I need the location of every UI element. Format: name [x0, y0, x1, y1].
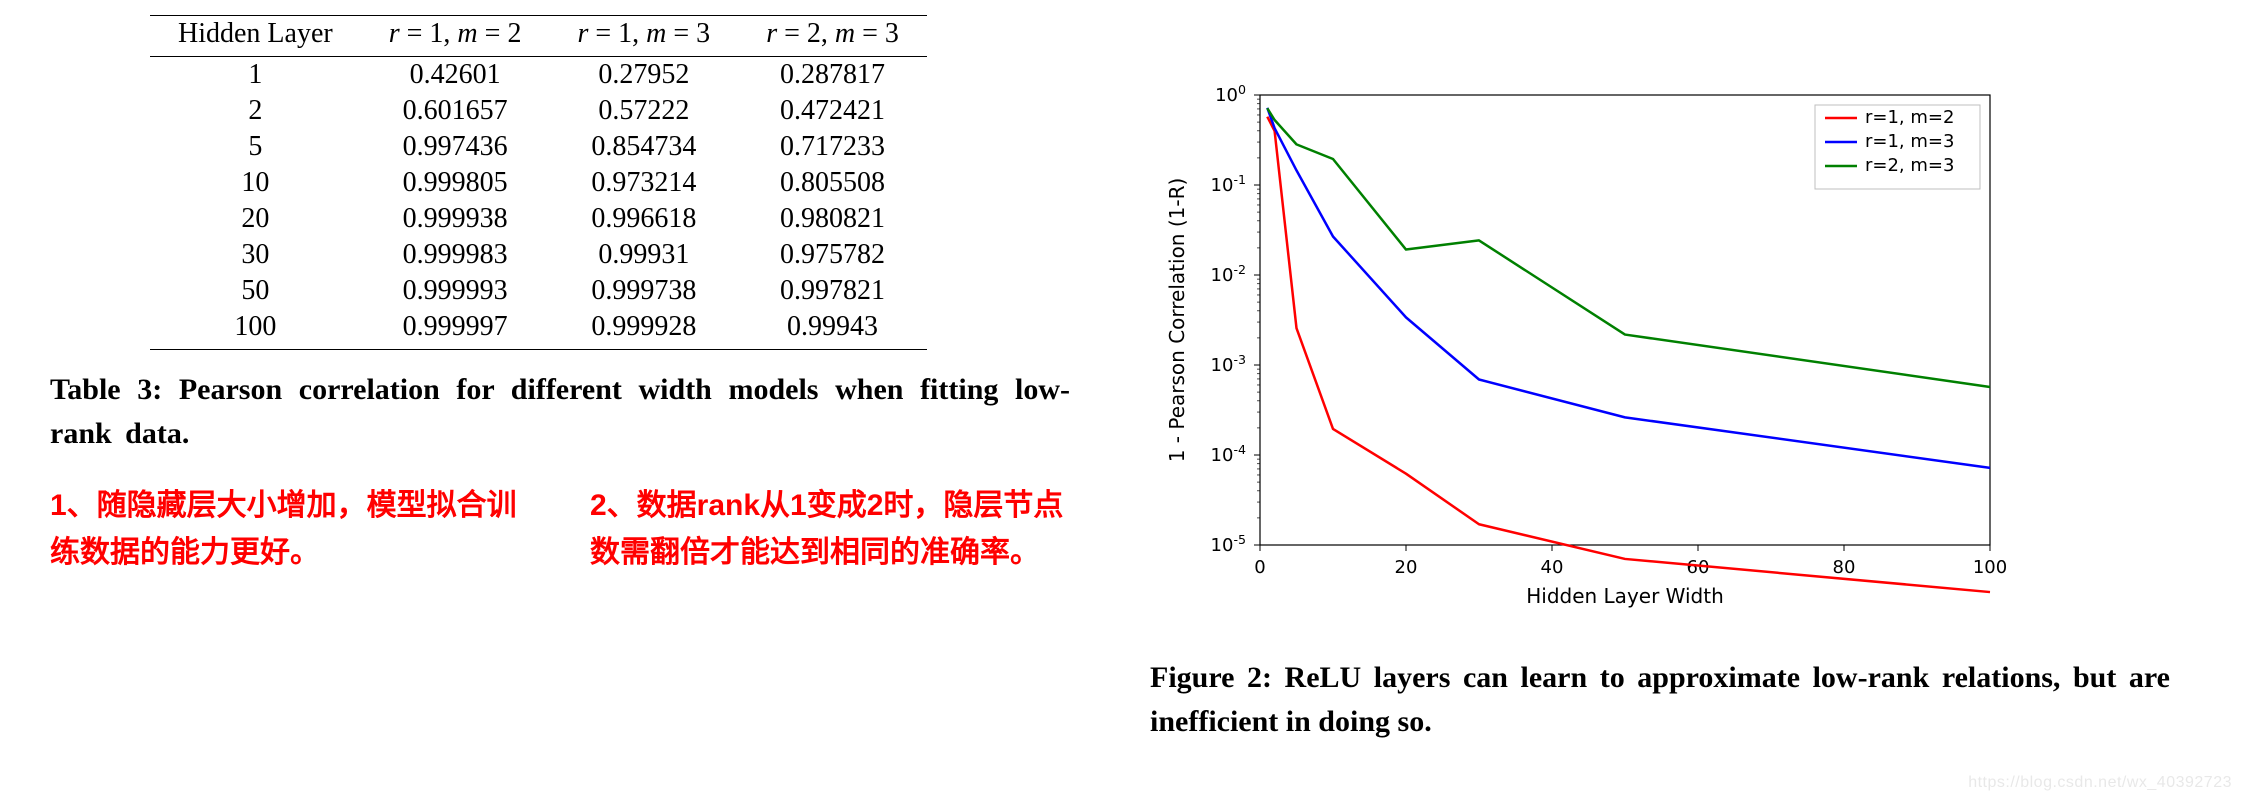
table-col-header: Hidden Layer	[150, 16, 361, 57]
table-row: 100.9998050.9732140.805508	[150, 165, 927, 201]
table-cell: 0.997821	[738, 273, 927, 309]
table-cell: 0.999805	[361, 165, 550, 201]
pearson-chart: 020406080100Hidden Layer Width10-510-410…	[1150, 75, 2010, 615]
table-cell: 50	[150, 273, 361, 309]
svg-text:r=2, m=3: r=2, m=3	[1865, 155, 1954, 176]
svg-text:10-4: 10-4	[1211, 442, 1246, 467]
svg-text:40: 40	[1541, 557, 1564, 578]
table-cell: 0.999738	[549, 273, 738, 309]
left-column: Hidden Layerr = 1, m = 2r = 1, m = 3r = …	[30, 15, 1090, 743]
table-row: 1000.9999970.9999280.99943	[150, 309, 927, 350]
svg-text:r=1, m=3: r=1, m=3	[1865, 131, 1954, 152]
table-cell: 0.997436	[361, 129, 550, 165]
table-row: 300.9999830.999310.975782	[150, 237, 927, 273]
right-column: 020406080100Hidden Layer Width10-510-410…	[1150, 15, 2170, 743]
table-row: 50.9974360.8547340.717233	[150, 129, 927, 165]
correlation-table: Hidden Layerr = 1, m = 2r = 1, m = 3r = …	[150, 15, 927, 350]
table-cell: 0.57222	[549, 93, 738, 129]
watermark-text: https://blog.csdn.net/wx_40392723	[1968, 774, 2232, 792]
table-cell: 0.999928	[549, 309, 738, 350]
table-cell: 5	[150, 129, 361, 165]
table-cell: 100	[150, 309, 361, 350]
table-cell: 0.854734	[549, 129, 738, 165]
table-caption: Table 3: Pearson correlation for differe…	[50, 368, 1070, 455]
table-cell: 0.472421	[738, 93, 927, 129]
table-col-header: r = 1, m = 2	[361, 16, 550, 57]
svg-text:0: 0	[1254, 557, 1265, 578]
table-cell: 0.999993	[361, 273, 550, 309]
table-row: 20.6016570.572220.472421	[150, 93, 927, 129]
table-cell: 30	[150, 237, 361, 273]
table-cell: 0.973214	[549, 165, 738, 201]
annotations-block: 1、随隐藏层大小增加，模型拟合训练数据的能力更好。 2、数据rank从1变成2时…	[50, 483, 1090, 576]
table-cell: 0.975782	[738, 237, 927, 273]
svg-text:20: 20	[1395, 557, 1418, 578]
chart-container: 020406080100Hidden Layer Width10-510-410…	[1150, 75, 2170, 620]
table-row: 200.9999380.9966180.980821	[150, 201, 927, 237]
table-cell: 2	[150, 93, 361, 129]
annotation-1: 1、随隐藏层大小增加，模型拟合训练数据的能力更好。	[50, 483, 530, 576]
table-cell: 0.42601	[361, 57, 550, 94]
svg-text:10-2: 10-2	[1211, 262, 1246, 287]
table-cell: 0.27952	[549, 57, 738, 94]
table-cell: 0.999997	[361, 309, 550, 350]
svg-text:1 - Pearson Correlation (1-R): 1 - Pearson Correlation (1-R)	[1165, 178, 1189, 463]
table-cell: 0.99943	[738, 309, 927, 350]
svg-text:Hidden Layer Width: Hidden Layer Width	[1526, 584, 1724, 608]
svg-text:10-1: 10-1	[1211, 172, 1246, 197]
table-cell: 0.999983	[361, 237, 550, 273]
svg-text:10-3: 10-3	[1211, 352, 1246, 377]
table-cell: 0.99931	[549, 237, 738, 273]
table-cell: 1	[150, 57, 361, 94]
table-cell: 0.996618	[549, 201, 738, 237]
svg-text:r=1, m=2: r=1, m=2	[1865, 107, 1954, 128]
table-col-header: r = 1, m = 3	[549, 16, 738, 57]
svg-text:10-5: 10-5	[1211, 532, 1246, 557]
table-cell: 20	[150, 201, 361, 237]
table-row: 500.9999930.9997380.997821	[150, 273, 927, 309]
table-col-header: r = 2, m = 3	[738, 16, 927, 57]
table-cell: 0.601657	[361, 93, 550, 129]
table-cell: 0.999938	[361, 201, 550, 237]
annotation-2: 2、数据rank从1变成2时，隐层节点数需翻倍才能达到相同的准确率。	[590, 483, 1070, 576]
table-row: 10.426010.279520.287817	[150, 57, 927, 94]
svg-text:100: 100	[1215, 82, 1246, 107]
svg-text:80: 80	[1833, 557, 1856, 578]
figure-caption: Figure 2: ReLU layers can learn to appro…	[1150, 656, 2170, 743]
table-cell: 0.980821	[738, 201, 927, 237]
table-cell: 10	[150, 165, 361, 201]
svg-text:100: 100	[1973, 557, 2007, 578]
table-cell: 0.717233	[738, 129, 927, 165]
table-cell: 0.287817	[738, 57, 927, 94]
table-cell: 0.805508	[738, 165, 927, 201]
